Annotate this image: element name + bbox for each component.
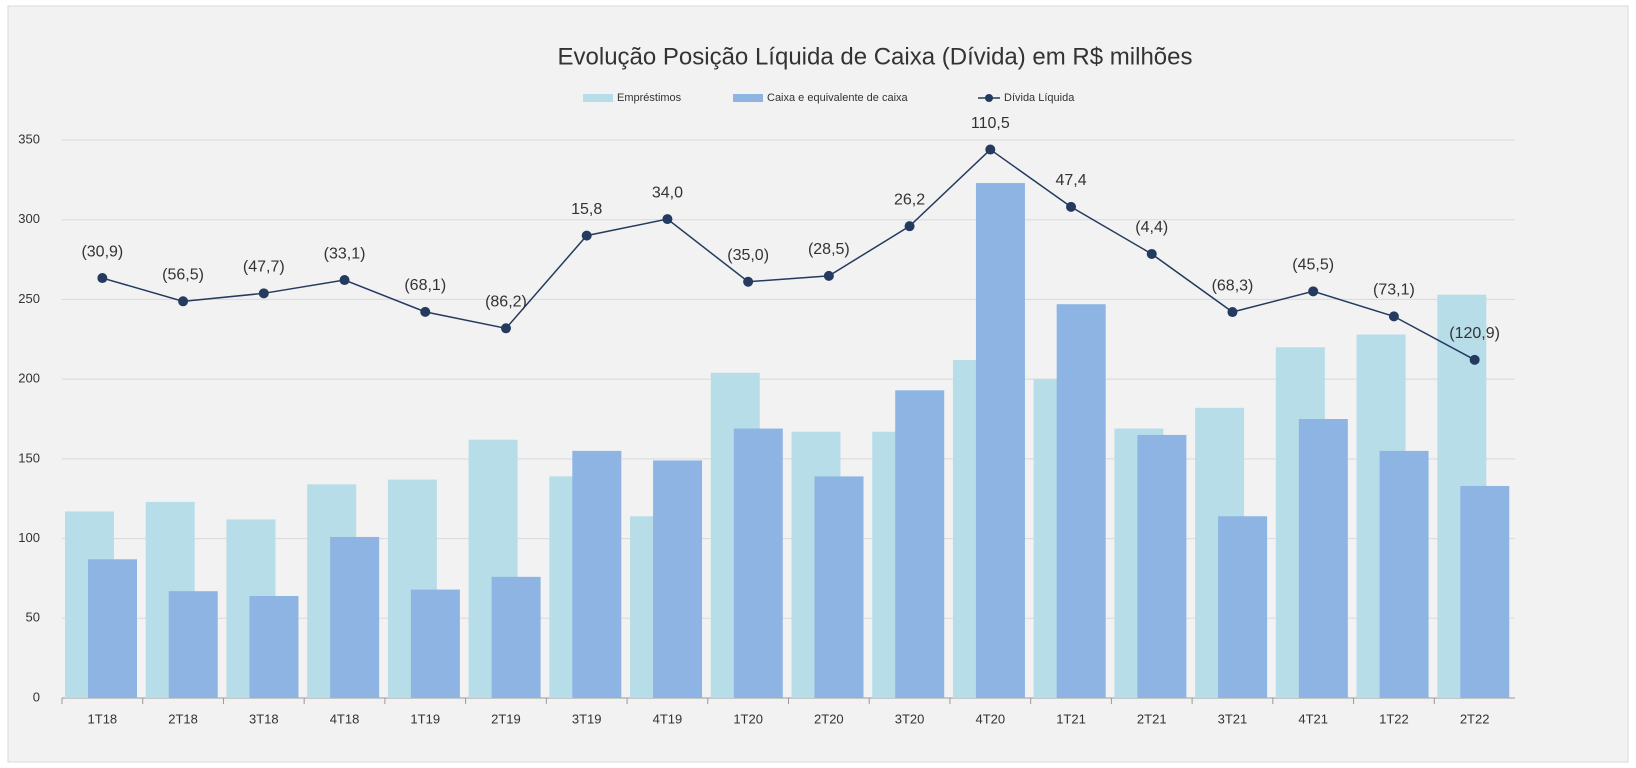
point	[904, 221, 915, 232]
bar	[249, 595, 299, 698]
y-tick-label: 50	[26, 610, 40, 625]
x-tick-label: 3T21	[1218, 711, 1248, 726]
x-tick-label: 2T18	[168, 711, 198, 726]
data-label: 110,5	[971, 115, 1010, 132]
bar	[733, 428, 783, 698]
bar	[1137, 434, 1187, 698]
y-tick-label: 200	[18, 371, 40, 386]
bar	[895, 390, 945, 698]
data-label: (30,9)	[81, 243, 123, 260]
legend-swatch	[733, 94, 763, 102]
point	[823, 270, 834, 281]
data-label: (28,5)	[808, 241, 850, 258]
point	[420, 306, 431, 317]
bar	[814, 476, 864, 698]
x-tick-label: 3T18	[249, 711, 279, 726]
point	[581, 230, 592, 241]
bar	[975, 183, 1025, 698]
point	[1469, 354, 1480, 365]
x-tick-label: 2T20	[814, 711, 844, 726]
x-tick-label: 2T22	[1460, 711, 1490, 726]
bar	[1379, 450, 1429, 698]
bar	[572, 450, 622, 698]
data-label: (68,1)	[404, 277, 446, 294]
point	[97, 273, 108, 284]
legend-label: Caixa e equivalente de caixa	[767, 92, 909, 104]
bar	[1298, 419, 1348, 698]
bar	[1218, 516, 1268, 698]
bar	[653, 460, 703, 698]
data-label: (68,3)	[1212, 277, 1254, 294]
point	[258, 288, 269, 299]
y-tick-label: 0	[33, 689, 40, 704]
bar	[491, 576, 541, 698]
data-label: 34,0	[652, 184, 683, 201]
x-tick-label: 4T19	[653, 711, 683, 726]
x-tick-label: 3T20	[895, 711, 925, 726]
data-label: 26,2	[894, 191, 925, 208]
point	[339, 275, 350, 286]
point	[743, 276, 754, 287]
y-tick-label: 350	[18, 131, 40, 146]
legend-label: Empréstimos	[617, 92, 682, 104]
x-tick-label: 4T18	[330, 711, 360, 726]
point	[985, 144, 996, 155]
data-label: (73,1)	[1373, 282, 1415, 299]
data-label: (56,5)	[162, 267, 204, 284]
bar	[1056, 304, 1106, 698]
x-tick-label: 4T20	[975, 711, 1005, 726]
data-label: (33,1)	[324, 245, 366, 262]
point	[662, 214, 673, 225]
point	[1388, 311, 1399, 322]
y-tick-label: 150	[18, 450, 40, 465]
y-tick-label: 100	[18, 530, 40, 545]
x-tick-label: 3T19	[572, 711, 602, 726]
data-label: 15,8	[571, 201, 602, 218]
data-label: (35,0)	[727, 247, 769, 264]
data-label: (45,5)	[1292, 257, 1334, 274]
point	[178, 296, 189, 307]
x-tick-label: 4T21	[1298, 711, 1328, 726]
data-label: (120,9)	[1449, 325, 1500, 342]
x-tick-label: 1T21	[1056, 711, 1086, 726]
data-label: (4,4)	[1135, 219, 1168, 236]
line	[102, 148, 1475, 361]
bar	[88, 559, 137, 698]
y-tick-label: 300	[18, 211, 40, 226]
legend-marker	[985, 94, 993, 102]
chart-title: Evolução Posição Líquida de Caixa (Dívid…	[558, 43, 1193, 70]
data-label: (86,2)	[485, 294, 527, 311]
point	[500, 323, 511, 334]
x-tick-label: 1T22	[1379, 711, 1409, 726]
data-label: (47,7)	[243, 259, 285, 276]
bar	[410, 589, 460, 698]
bar	[168, 591, 218, 698]
bar	[1460, 485, 1510, 698]
point	[1308, 286, 1319, 297]
legend-label: Dívida Líquida	[1004, 92, 1075, 104]
data-label: 47,4	[1055, 172, 1086, 189]
point	[1146, 248, 1157, 259]
point	[1227, 307, 1238, 318]
y-tick-label: 250	[18, 291, 40, 306]
x-tick-label: 2T21	[1137, 711, 1167, 726]
x-tick-label: 2T19	[491, 711, 521, 726]
x-tick-label: 1T19	[410, 711, 440, 726]
x-tick-label: 1T20	[733, 711, 763, 726]
legend-swatch	[583, 94, 613, 102]
bar	[330, 536, 380, 698]
point	[1066, 201, 1077, 212]
x-tick-label: 1T18	[88, 711, 118, 726]
